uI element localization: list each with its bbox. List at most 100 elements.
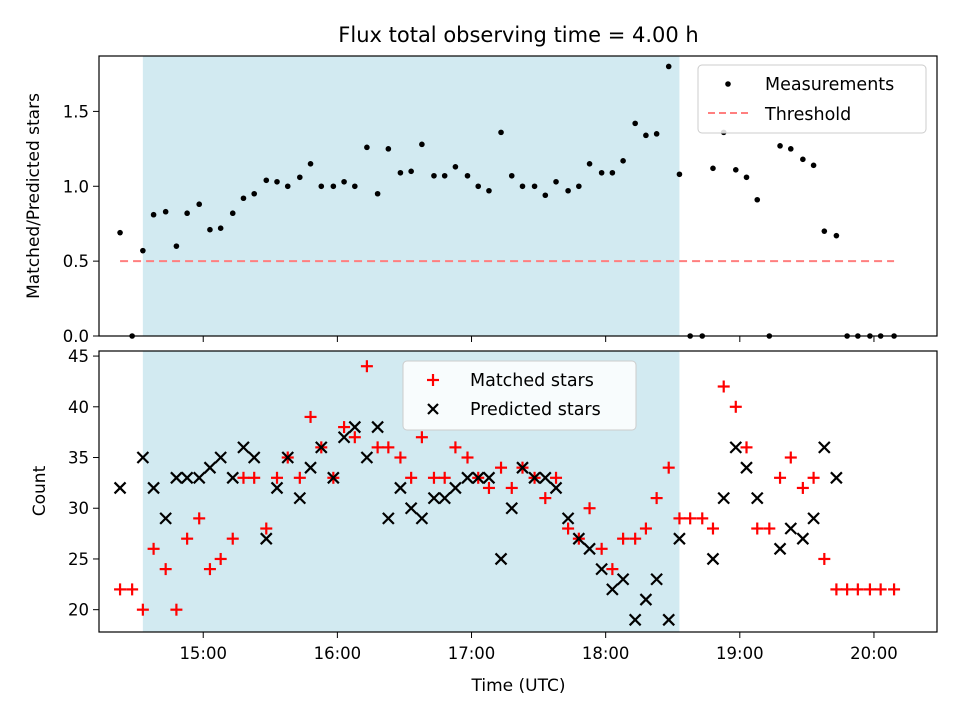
measurement-point (173, 243, 180, 249)
measurement-point (553, 178, 559, 185)
measurement-point (676, 171, 683, 178)
matched-stars-point (673, 512, 686, 525)
measurement-point (643, 132, 649, 139)
matched-stars-point (784, 451, 797, 464)
top-legend: Measurements Threshold (697, 64, 927, 134)
chart-title: Flux total observing time = 4.00 h (338, 23, 698, 47)
matched-stars-point (394, 451, 407, 464)
measurement-point (464, 172, 471, 179)
measurement-point (330, 183, 337, 190)
matched-stars-point (181, 532, 194, 545)
legend-measurements-marker (725, 81, 731, 87)
measurement-point (318, 183, 325, 190)
predicted-stars-point (750, 491, 764, 505)
matched-stars-point (774, 471, 787, 484)
matched-stars-point (796, 481, 809, 494)
matched-stars-point (371, 441, 384, 454)
measurement-point (620, 158, 626, 164)
legend-matched-marker (427, 374, 439, 386)
predicted-stars-point (270, 481, 284, 495)
matched-stars-point (304, 410, 317, 423)
predicted-stars-point (304, 461, 317, 474)
matched-stars-point (248, 471, 261, 484)
measurement-point (251, 190, 258, 197)
matched-stars-point (427, 471, 440, 484)
measurement-point (196, 201, 203, 208)
top-plot-frame (98, 55, 938, 337)
predicted-stars-point (314, 441, 328, 454)
measurement-point (263, 177, 270, 184)
matched-stars-point (170, 603, 183, 616)
predicted-stars-point (136, 451, 150, 464)
predicted-stars-point (662, 613, 675, 627)
measurement-point (117, 229, 123, 236)
matched-stars-point (482, 481, 495, 494)
matched-stars-point (338, 421, 351, 434)
measurement-point (475, 183, 482, 190)
predicted-stars-point (583, 542, 596, 556)
measurement-point (508, 172, 515, 179)
measurement-point (307, 161, 314, 167)
matched-stars-point (405, 471, 418, 484)
matched-stars-point (729, 400, 742, 413)
y-tick-label: 30 (68, 499, 89, 518)
top-legend-box (697, 64, 927, 134)
x-tick-label: 17:00 (448, 644, 496, 663)
matched-stars-point (717, 380, 730, 393)
predicted-stars-point (717, 491, 730, 505)
matched-stars-point (237, 471, 250, 484)
measurement-point (609, 169, 616, 176)
predicted-stars-point (293, 491, 307, 505)
measurement-point (833, 232, 840, 239)
predicted-stars-point (415, 512, 429, 525)
matched-stars-point (136, 603, 149, 616)
predicted-stars-point (561, 512, 575, 525)
y-tick-label: 0.0 (63, 327, 89, 346)
matched-stars-point (706, 522, 719, 535)
predicted-stars-point (650, 572, 663, 586)
predicted-stars-point (516, 461, 529, 474)
matched-stars-point (583, 502, 596, 515)
measurement-point (498, 129, 504, 136)
measurement-point (452, 164, 459, 170)
predicted-stars-point (337, 430, 351, 444)
matched-stars-point (818, 552, 831, 565)
measurement-point (364, 144, 370, 151)
predicted-stars-point (281, 451, 295, 464)
predicted-stars-point (706, 552, 720, 566)
measurement-point (397, 169, 404, 176)
measurement-point (352, 183, 358, 190)
predicted-stars-point (449, 481, 462, 495)
y-tick-label: 0.5 (63, 252, 89, 271)
predicted-stars-point (427, 491, 441, 505)
x-tick-label: 18:00 (582, 644, 630, 663)
y-tick-label: 35 (68, 449, 89, 468)
matched-stars-point (830, 583, 843, 596)
predicted-stars-point (247, 451, 261, 464)
measurement-point (162, 208, 169, 215)
matched-stars-point (684, 512, 697, 525)
legend-predicted-label: Predicted stars (470, 400, 601, 420)
bottom-plot-frame (98, 350, 938, 633)
matched-stars-point (662, 461, 675, 474)
measurement-point (207, 226, 213, 233)
matched-stars-point (874, 583, 887, 596)
y-tick-label: 40 (68, 398, 89, 417)
matched-stars-point (495, 461, 508, 474)
predicted-stars-point (796, 532, 810, 545)
y-tick-label: 45 (68, 347, 89, 366)
matched-stars-point (260, 522, 273, 535)
matched-stars-point (539, 492, 552, 505)
predicted-stars-point (818, 441, 831, 454)
matched-stars-point (193, 512, 206, 525)
x-axis-label: Time (UTC) (471, 676, 566, 696)
matched-stars-point (841, 583, 854, 596)
measurement-point (441, 172, 448, 179)
matched-stars-point (851, 583, 864, 596)
measurement-point (665, 63, 672, 70)
predicted-stars-point (113, 481, 127, 495)
y-tick-label: 25 (68, 550, 89, 569)
predicted-stars-point (180, 471, 194, 485)
predicted-stars-point (606, 583, 619, 596)
predicted-stars-point (371, 420, 384, 434)
